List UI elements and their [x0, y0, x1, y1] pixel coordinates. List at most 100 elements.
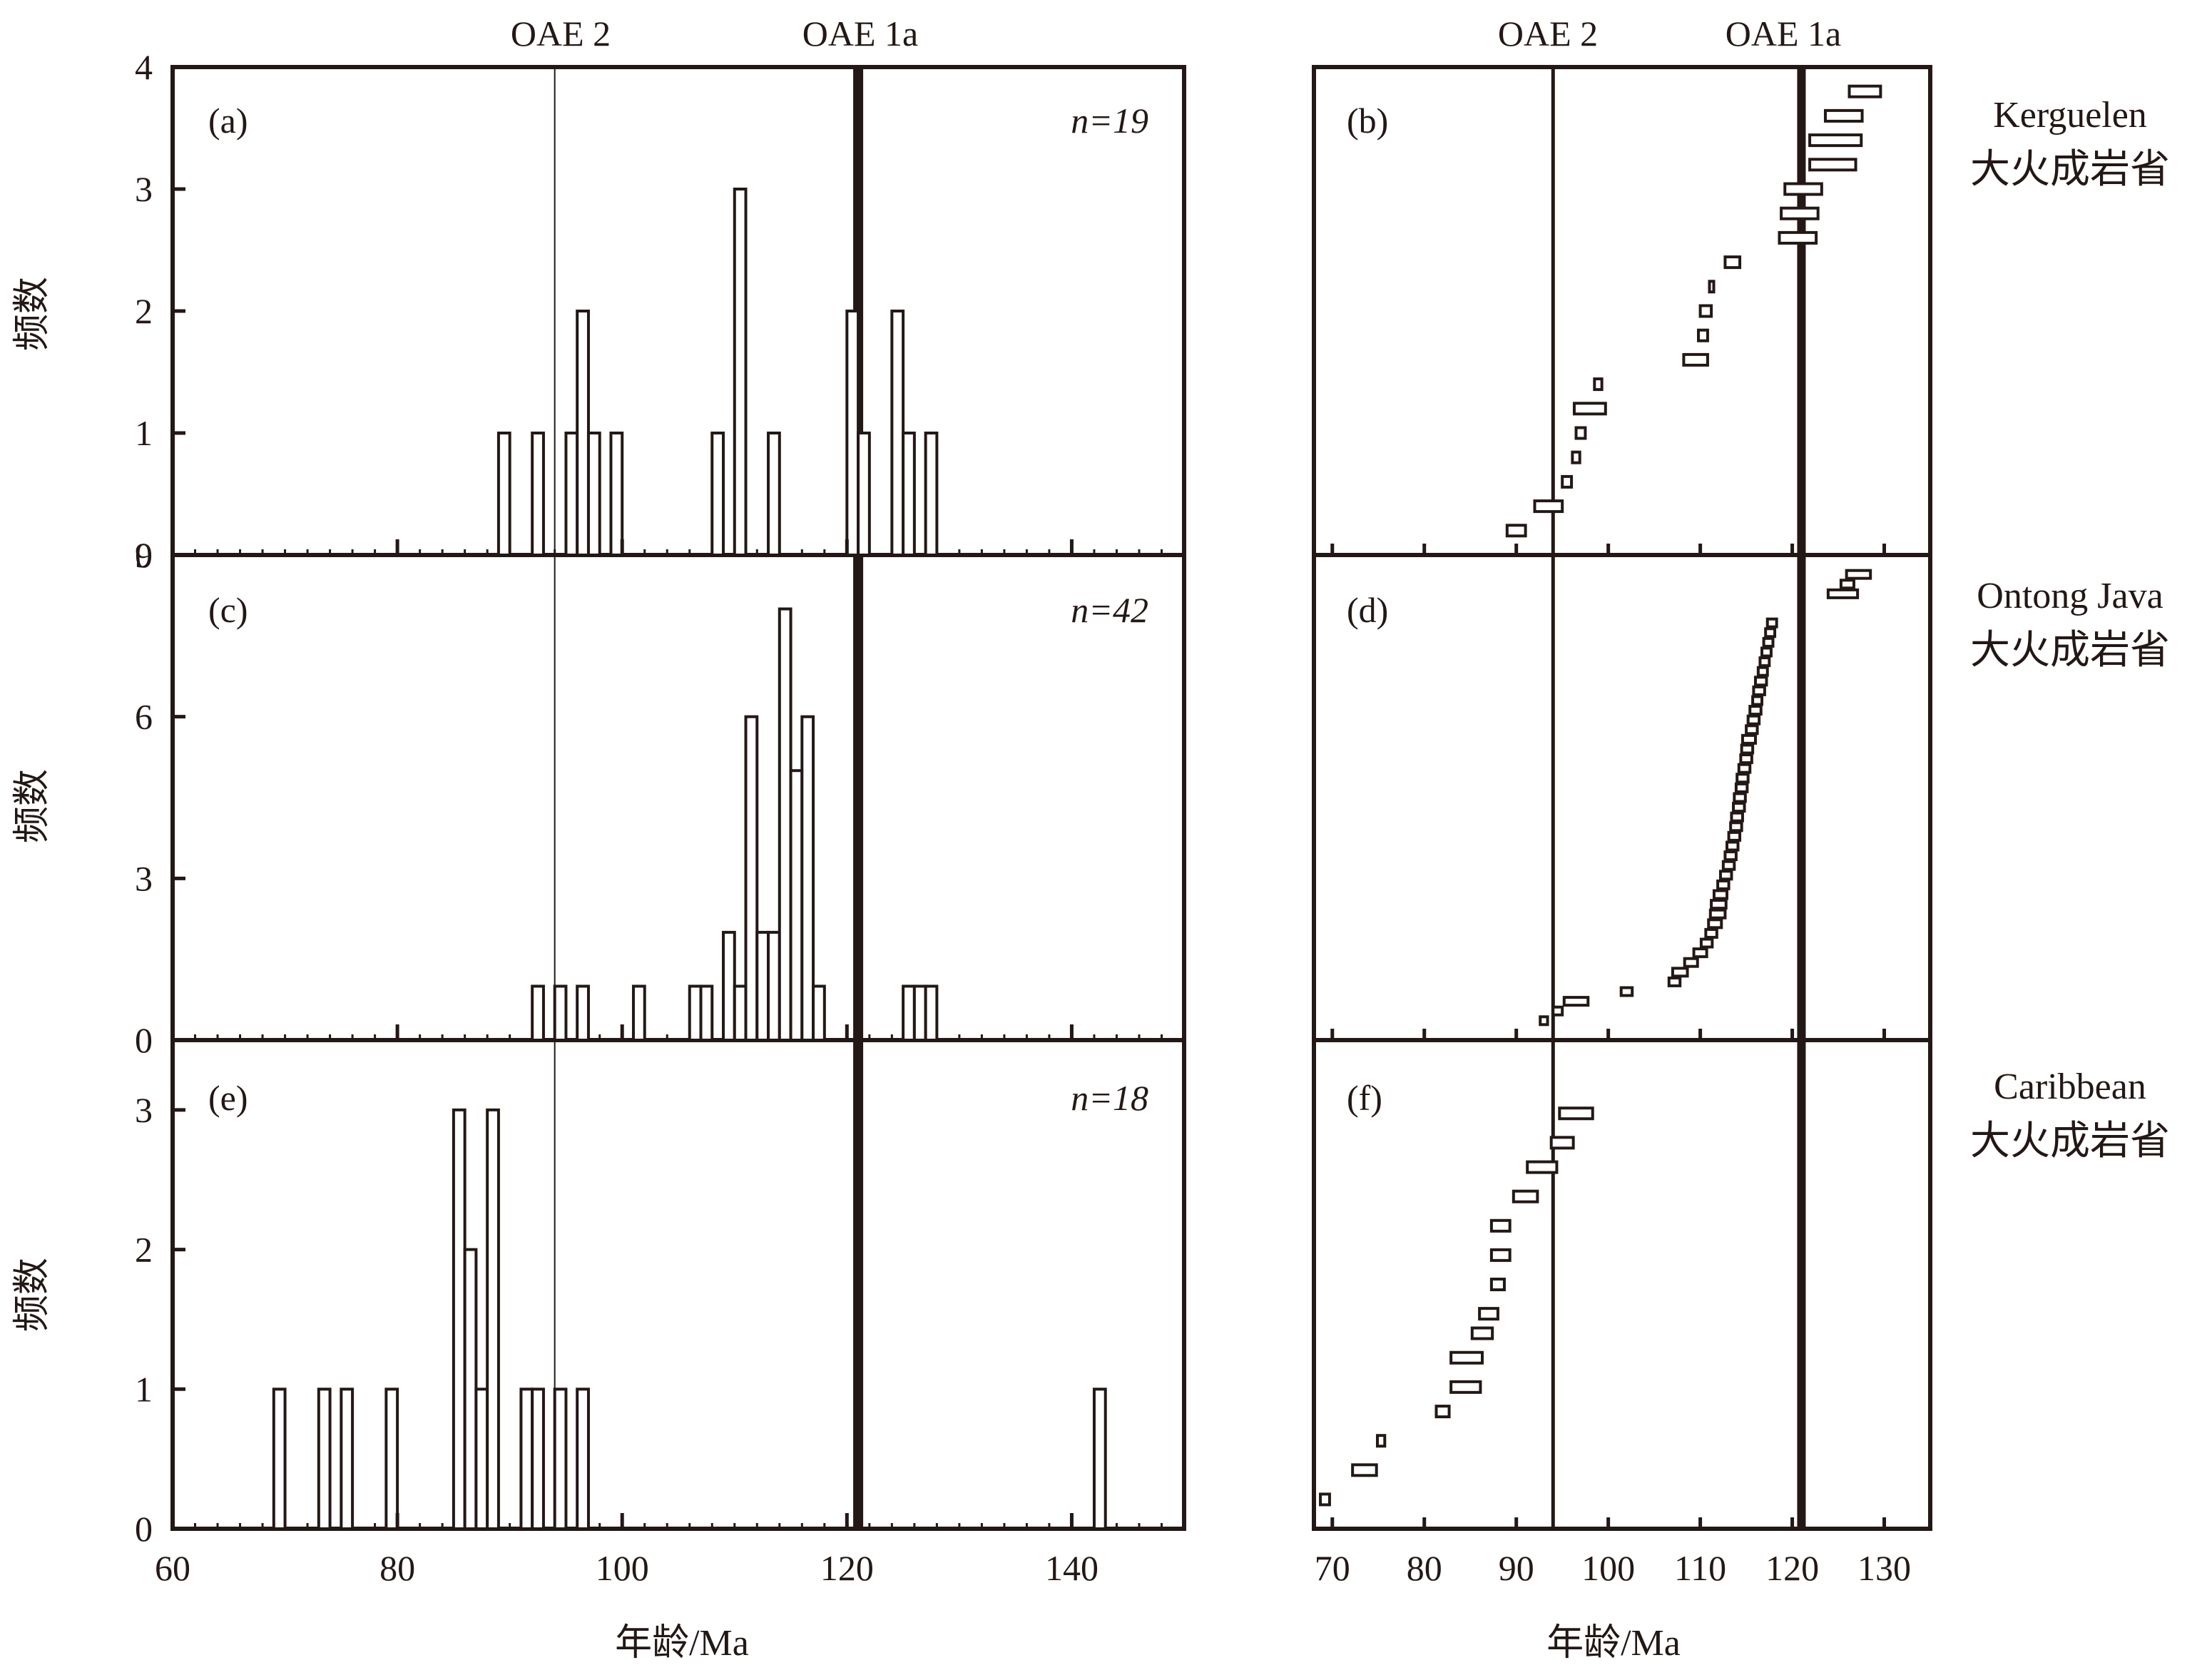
histogram-bar-a-1 — [531, 432, 545, 556]
age-box-d-28 — [1740, 743, 1755, 755]
age-box-d-13 — [1712, 889, 1729, 900]
n-label-a: n=19 — [1071, 101, 1148, 141]
histogram-bar-c-15 — [902, 984, 916, 1042]
n-label-e: n=18 — [1071, 1078, 1148, 1118]
y-tick-label-a-1: 1 — [135, 413, 153, 453]
histogram-bar-c-10 — [767, 930, 781, 1042]
panel-label-f: (f) — [1347, 1078, 1382, 1118]
age-box-b-14 — [1783, 182, 1823, 196]
age-box-d-42 — [1826, 588, 1860, 599]
age-box-d-11 — [1708, 908, 1727, 920]
age-box-f-1 — [1351, 1463, 1378, 1477]
age-box-d-24 — [1734, 782, 1749, 793]
panel-label-c: (c) — [208, 590, 248, 630]
y-axis-title-e: 频数 — [12, 1258, 53, 1332]
histogram-bar-e-4 — [452, 1108, 467, 1531]
y-tick-label-a-2: 2 — [135, 291, 153, 331]
histogram-bar-a-13 — [924, 432, 939, 556]
histogram-bar-c-14 — [812, 984, 826, 1042]
age-box-d-43 — [1839, 579, 1855, 590]
x-tick-label-e-120: 120 — [820, 1548, 874, 1588]
histogram-bar-e-12 — [1092, 1388, 1107, 1531]
histogram-bar-c-1 — [553, 984, 568, 1042]
age-box-d-19 — [1727, 830, 1742, 842]
panel-frame-a — [170, 65, 1186, 557]
histogram-bar-a-6 — [710, 432, 725, 556]
marks — [170, 65, 1887, 1531]
histogram-bar-e-10 — [553, 1388, 568, 1531]
age-box-b-4 — [1574, 426, 1587, 440]
province-d-line1: Ontong Java — [1977, 576, 2163, 616]
age-box-f-2 — [1375, 1434, 1387, 1448]
age-box-d-30 — [1745, 724, 1759, 735]
age-box-d-15 — [1718, 870, 1733, 881]
age-box-d-2 — [1562, 996, 1590, 1007]
age-box-d-33 — [1751, 695, 1764, 706]
x-axis-title-left: 年龄/Ma — [615, 1623, 749, 1664]
histogram-bar-e-7 — [486, 1108, 500, 1531]
y-tick-label-e-0: 0 — [135, 1509, 153, 1549]
province-d-line2: 大火成岩省 — [1970, 628, 2170, 673]
oae1a-label-left: OAE 1a — [802, 14, 918, 54]
panel-frame-f — [1312, 1038, 1932, 1531]
age-box-f-4 — [1449, 1380, 1482, 1394]
histogram-bar-e-2 — [340, 1388, 355, 1531]
y-tick-label-e-1: 1 — [135, 1369, 153, 1409]
histogram-bar-a-4 — [586, 432, 601, 556]
histogram-bar-a-3 — [576, 310, 590, 556]
histogram-bar-a-10 — [857, 432, 871, 556]
age-box-d-36 — [1756, 666, 1769, 677]
oae2-label-right: OAE 2 — [1498, 14, 1598, 54]
histogram-bar-c-6 — [722, 930, 736, 1042]
x-tick-label-f-70: 70 — [1315, 1548, 1350, 1588]
panel-frame-e — [170, 1038, 1186, 1531]
age-box-f-11 — [1512, 1189, 1539, 1203]
y-tick-label-e-3: 3 — [135, 1090, 153, 1130]
y-axis-title-a: 频数 — [12, 277, 53, 351]
x-tick-label-e-100: 100 — [596, 1548, 649, 1588]
age-box-f-12 — [1526, 1160, 1559, 1174]
x-tick-label-e-140: 140 — [1045, 1548, 1099, 1588]
age-box-d-12 — [1710, 899, 1728, 910]
age-box-b-0 — [1505, 524, 1527, 538]
histogram-bar-c-5 — [699, 984, 714, 1042]
histogram-bar-c-13 — [800, 715, 815, 1042]
age-box-b-5 — [1572, 402, 1607, 416]
age-box-d-31 — [1746, 714, 1761, 726]
age-box-b-11 — [1723, 255, 1742, 270]
age-box-d-37 — [1758, 656, 1771, 668]
panel-label-e: (e) — [208, 1078, 248, 1118]
age-box-d-8 — [1699, 937, 1714, 949]
histogram-bar-a-7 — [733, 188, 748, 556]
age-box-d-3 — [1619, 986, 1634, 997]
age-box-d-17 — [1723, 850, 1738, 862]
age-box-b-18 — [1847, 84, 1882, 98]
histogram-bar-e-3 — [384, 1388, 399, 1531]
age-box-d-38 — [1760, 646, 1773, 658]
histogram-bar-a-0 — [496, 432, 511, 556]
age-box-d-14 — [1716, 879, 1731, 890]
age-box-b-10 — [1708, 280, 1716, 294]
age-box-f-10 — [1489, 1218, 1512, 1233]
histogram-bar-a-11 — [890, 310, 905, 556]
n-label-c: n=42 — [1071, 590, 1148, 630]
age-box-b-9 — [1698, 304, 1713, 318]
age-box-f-0 — [1319, 1492, 1331, 1507]
age-box-d-35 — [1753, 676, 1768, 687]
y-tick-label-e-2: 2 — [135, 1230, 153, 1270]
x-tick-label-e-80: 80 — [379, 1548, 415, 1588]
y-tick-label-c-6: 6 — [135, 697, 153, 737]
province-b-line1: Kerguelen — [1993, 95, 2147, 136]
histogram-bar-c-4 — [688, 984, 703, 1042]
age-box-d-23 — [1733, 792, 1747, 803]
age-box-b-2 — [1561, 474, 1574, 489]
age-box-d-44 — [1845, 569, 1872, 580]
age-box-d-18 — [1726, 840, 1740, 852]
age-box-f-8 — [1489, 1278, 1506, 1291]
histogram-bar-a-9 — [845, 310, 860, 556]
histogram-bar-e-5 — [463, 1248, 478, 1530]
y-tick-label-c-9: 9 — [135, 535, 153, 575]
age-box-d-0 — [1539, 1015, 1549, 1027]
province-b-line2: 大火成岩省 — [1970, 148, 2170, 192]
